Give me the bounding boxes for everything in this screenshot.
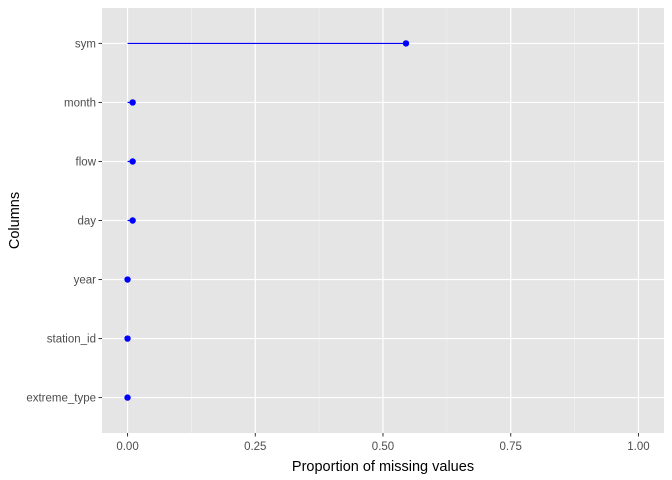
y-tick-label: sym (75, 38, 96, 50)
lollipop-point-station_id (124, 335, 131, 342)
y-tick-label: year (74, 275, 97, 287)
y-tick-label: extreme_type (26, 393, 96, 405)
x-tick-label: 0.75 (500, 441, 522, 453)
x-tick-label: 0.50 (372, 441, 394, 453)
x-axis-ticks: 0.00 0.25 0.50 0.75 1.00 (116, 433, 650, 453)
y-axis-title: Columns (7, 192, 23, 249)
x-tick-label: 1.00 (627, 441, 649, 453)
lollipop-point-sym (402, 40, 410, 47)
x-tick-label: 0.25 (244, 441, 266, 453)
lollipop-point-extreme_type (124, 394, 131, 401)
x-axis-title: Proportion of missing values (292, 459, 474, 475)
y-tick-label: month (64, 97, 96, 109)
x-tick-label: 0.00 (116, 441, 138, 453)
y-axis-ticks: sym month flow day year station_id extreme_typ… (26, 38, 102, 405)
lollipop-point-day (129, 217, 136, 224)
y-tick-label: day (77, 216, 96, 228)
lollipop-point-month (129, 99, 136, 106)
lollipop-point-flow (129, 158, 136, 165)
lollipop-point-year (124, 276, 131, 283)
y-tick-label: station_id (47, 334, 96, 346)
lollipop-marks (124, 40, 410, 401)
y-tick-label: flow (76, 156, 97, 168)
